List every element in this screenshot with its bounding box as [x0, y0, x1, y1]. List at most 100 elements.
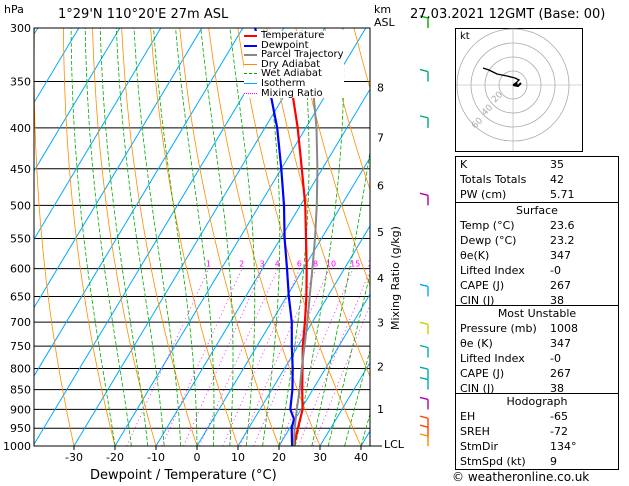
mixing-ratio-label: 10	[326, 260, 336, 269]
dry-adiabat-line	[324, 28, 370, 191]
hodograph-row: StmDir 134°	[460, 440, 577, 453]
wind-barb-icon	[419, 366, 429, 370]
hodograph-plot: kt 20 40 60	[455, 28, 583, 152]
wind-barb-icon	[419, 415, 429, 419]
wet-adiabat-line	[70, 28, 116, 446]
wind-barb-icon	[419, 321, 429, 326]
wet-adiabat-line	[175, 28, 215, 446]
index-row: Totals Totals 42	[460, 173, 564, 186]
surface-row: Dewp (°C) 23.2	[460, 234, 575, 247]
lcl-label: LCL	[384, 438, 404, 451]
wind-barb-icon	[419, 396, 429, 401]
wet-adiabat-line	[295, 28, 345, 446]
temperature-tick-label: -10	[147, 451, 165, 464]
legend-item-isotherm: Isotherm	[244, 78, 344, 89]
hodograph-row: EH -65	[460, 410, 568, 423]
km-tick-label: 2	[377, 360, 384, 373]
hodograph-panel: Hodograph EH -65 SREH -72 StmDir 134° StmSp…	[455, 393, 619, 470]
isotherm-line	[34, 28, 80, 104]
mixing-ratio-line	[222, 268, 301, 446]
wind-barb-icon	[419, 344, 429, 349]
temperature-tick-label: 0	[194, 451, 201, 464]
surface-title: Surface	[516, 204, 558, 217]
mixing-ratio-label: 6	[297, 260, 302, 269]
mixing-ratio-line	[279, 268, 354, 446]
isotherm-line	[319, 361, 370, 446]
legend-item-temperature: Temperature	[244, 31, 344, 41]
isotherm-line	[237, 225, 370, 446]
mixing-ratio-axis-title: Mixing Ratio (g/kg)	[389, 226, 402, 330]
hodograph-row: StmSpd (kt) 9	[460, 455, 557, 468]
wind-barb-icon	[419, 15, 429, 19]
wet-adiabat-line	[311, 148, 370, 446]
storm-motion-marker	[514, 82, 518, 86]
isotherm-line	[34, 28, 244, 377]
pressure-tick-label: 700	[10, 316, 31, 329]
pressure-tick-label: 300	[10, 22, 31, 35]
surface-row: Temp (°C) 23.6	[460, 219, 575, 232]
dry-adiabat-line	[92, 28, 157, 446]
isotherm-line	[278, 293, 370, 446]
wet-adiabat-line	[344, 348, 370, 446]
hodograph-trace-low	[512, 82, 522, 88]
most-unstable-row: Pressure (mb) 1008	[460, 322, 578, 335]
wet-adiabat-line	[84, 28, 132, 446]
legend-item-parcel: Parcel Trajectory	[244, 50, 344, 60]
surface-row: CIN (J) 38	[460, 294, 564, 307]
asl-unit-label: ASL	[374, 16, 395, 29]
wind-barb-icon	[419, 433, 429, 437]
isotherm-line	[155, 88, 370, 446]
km-tick-label: 5	[377, 226, 384, 239]
most-unstable-row: CIN (J) 38	[460, 382, 564, 395]
mixing-ratio-line	[239, 268, 317, 446]
wet-adiabat-line	[200, 28, 234, 446]
pressure-tick-label: 1000	[3, 440, 31, 453]
pressure-tick-label: 900	[10, 403, 31, 416]
temperature-tick-label: 30	[313, 451, 327, 464]
datetime-title: 27.03.2021 12GMT (Base: 00)	[410, 7, 606, 22]
chart-legend: Temperature Dewpoint Parcel Trajectory D…	[244, 31, 344, 99]
dry-adiabat-line	[237, 28, 362, 446]
pressure-tick-label: 650	[10, 290, 31, 303]
dry-adiabat-line	[121, 28, 198, 446]
legend-item-dewpoint: Dewpoint	[244, 40, 344, 51]
pressure-tick-label: 800	[10, 363, 31, 376]
dry-adiabat-line	[63, 28, 116, 446]
km-tick-label: 7	[377, 131, 384, 144]
pressure-tick-label: 950	[10, 422, 31, 435]
surface-panel: Surface Temp (°C) 23.6 Dewp (°C) 23.2 θe(K…	[455, 202, 619, 309]
mixing-ratio-line	[161, 268, 243, 446]
location-title: 1°29'N 110°20'E 27m ASL	[58, 7, 229, 22]
wind-barb-icon	[419, 376, 429, 381]
legend-item-dry-adiabat: Dry Adiabat	[244, 59, 344, 70]
wet-adiabat-line	[278, 28, 310, 446]
legend-item-wet-adiabat: Wet Adiabat	[244, 69, 344, 79]
surface-row: CAPE (J) 267	[460, 279, 571, 292]
wet-adiabat-line	[133, 28, 181, 446]
hodograph-title: Hodograph	[506, 395, 568, 408]
temperature-tick-label: 40	[354, 451, 368, 464]
isotherm-line	[34, 28, 121, 172]
surface-row: Lifted Index -0	[460, 264, 561, 277]
index-row: PW (cm) 5.71	[460, 188, 575, 201]
temperature-tick-label: 10	[231, 451, 245, 464]
mixing-ratio-line	[199, 268, 279, 446]
mixing-ratio-label: 2	[239, 260, 244, 269]
wet-adiabat-line	[153, 28, 198, 446]
km-tick-label: 4	[377, 272, 384, 285]
surface-row: θe(K) 347	[460, 249, 571, 262]
parcel-trajectory-line	[292, 81, 319, 446]
pressure-tick-label: 450	[10, 163, 31, 176]
most-unstable-panel: Most Unstable Pressure (mb) 1008 θe (K) 34…	[455, 305, 619, 397]
km-tick-label: 1	[377, 403, 384, 416]
legend-item-mixing-ratio: Mixing Ratio	[244, 88, 344, 99]
dry-adiabat-line	[266, 28, 370, 378]
km-tick-label: 3	[377, 317, 384, 330]
most-unstable-row: CAPE (J) 267	[460, 367, 571, 380]
wet-adiabat-line	[327, 271, 370, 446]
temperature-line	[289, 81, 308, 446]
dry-adiabat-line	[295, 28, 370, 287]
mixing-ratio-label: 4	[275, 260, 280, 269]
hodograph-kt-label: kt	[460, 31, 470, 42]
